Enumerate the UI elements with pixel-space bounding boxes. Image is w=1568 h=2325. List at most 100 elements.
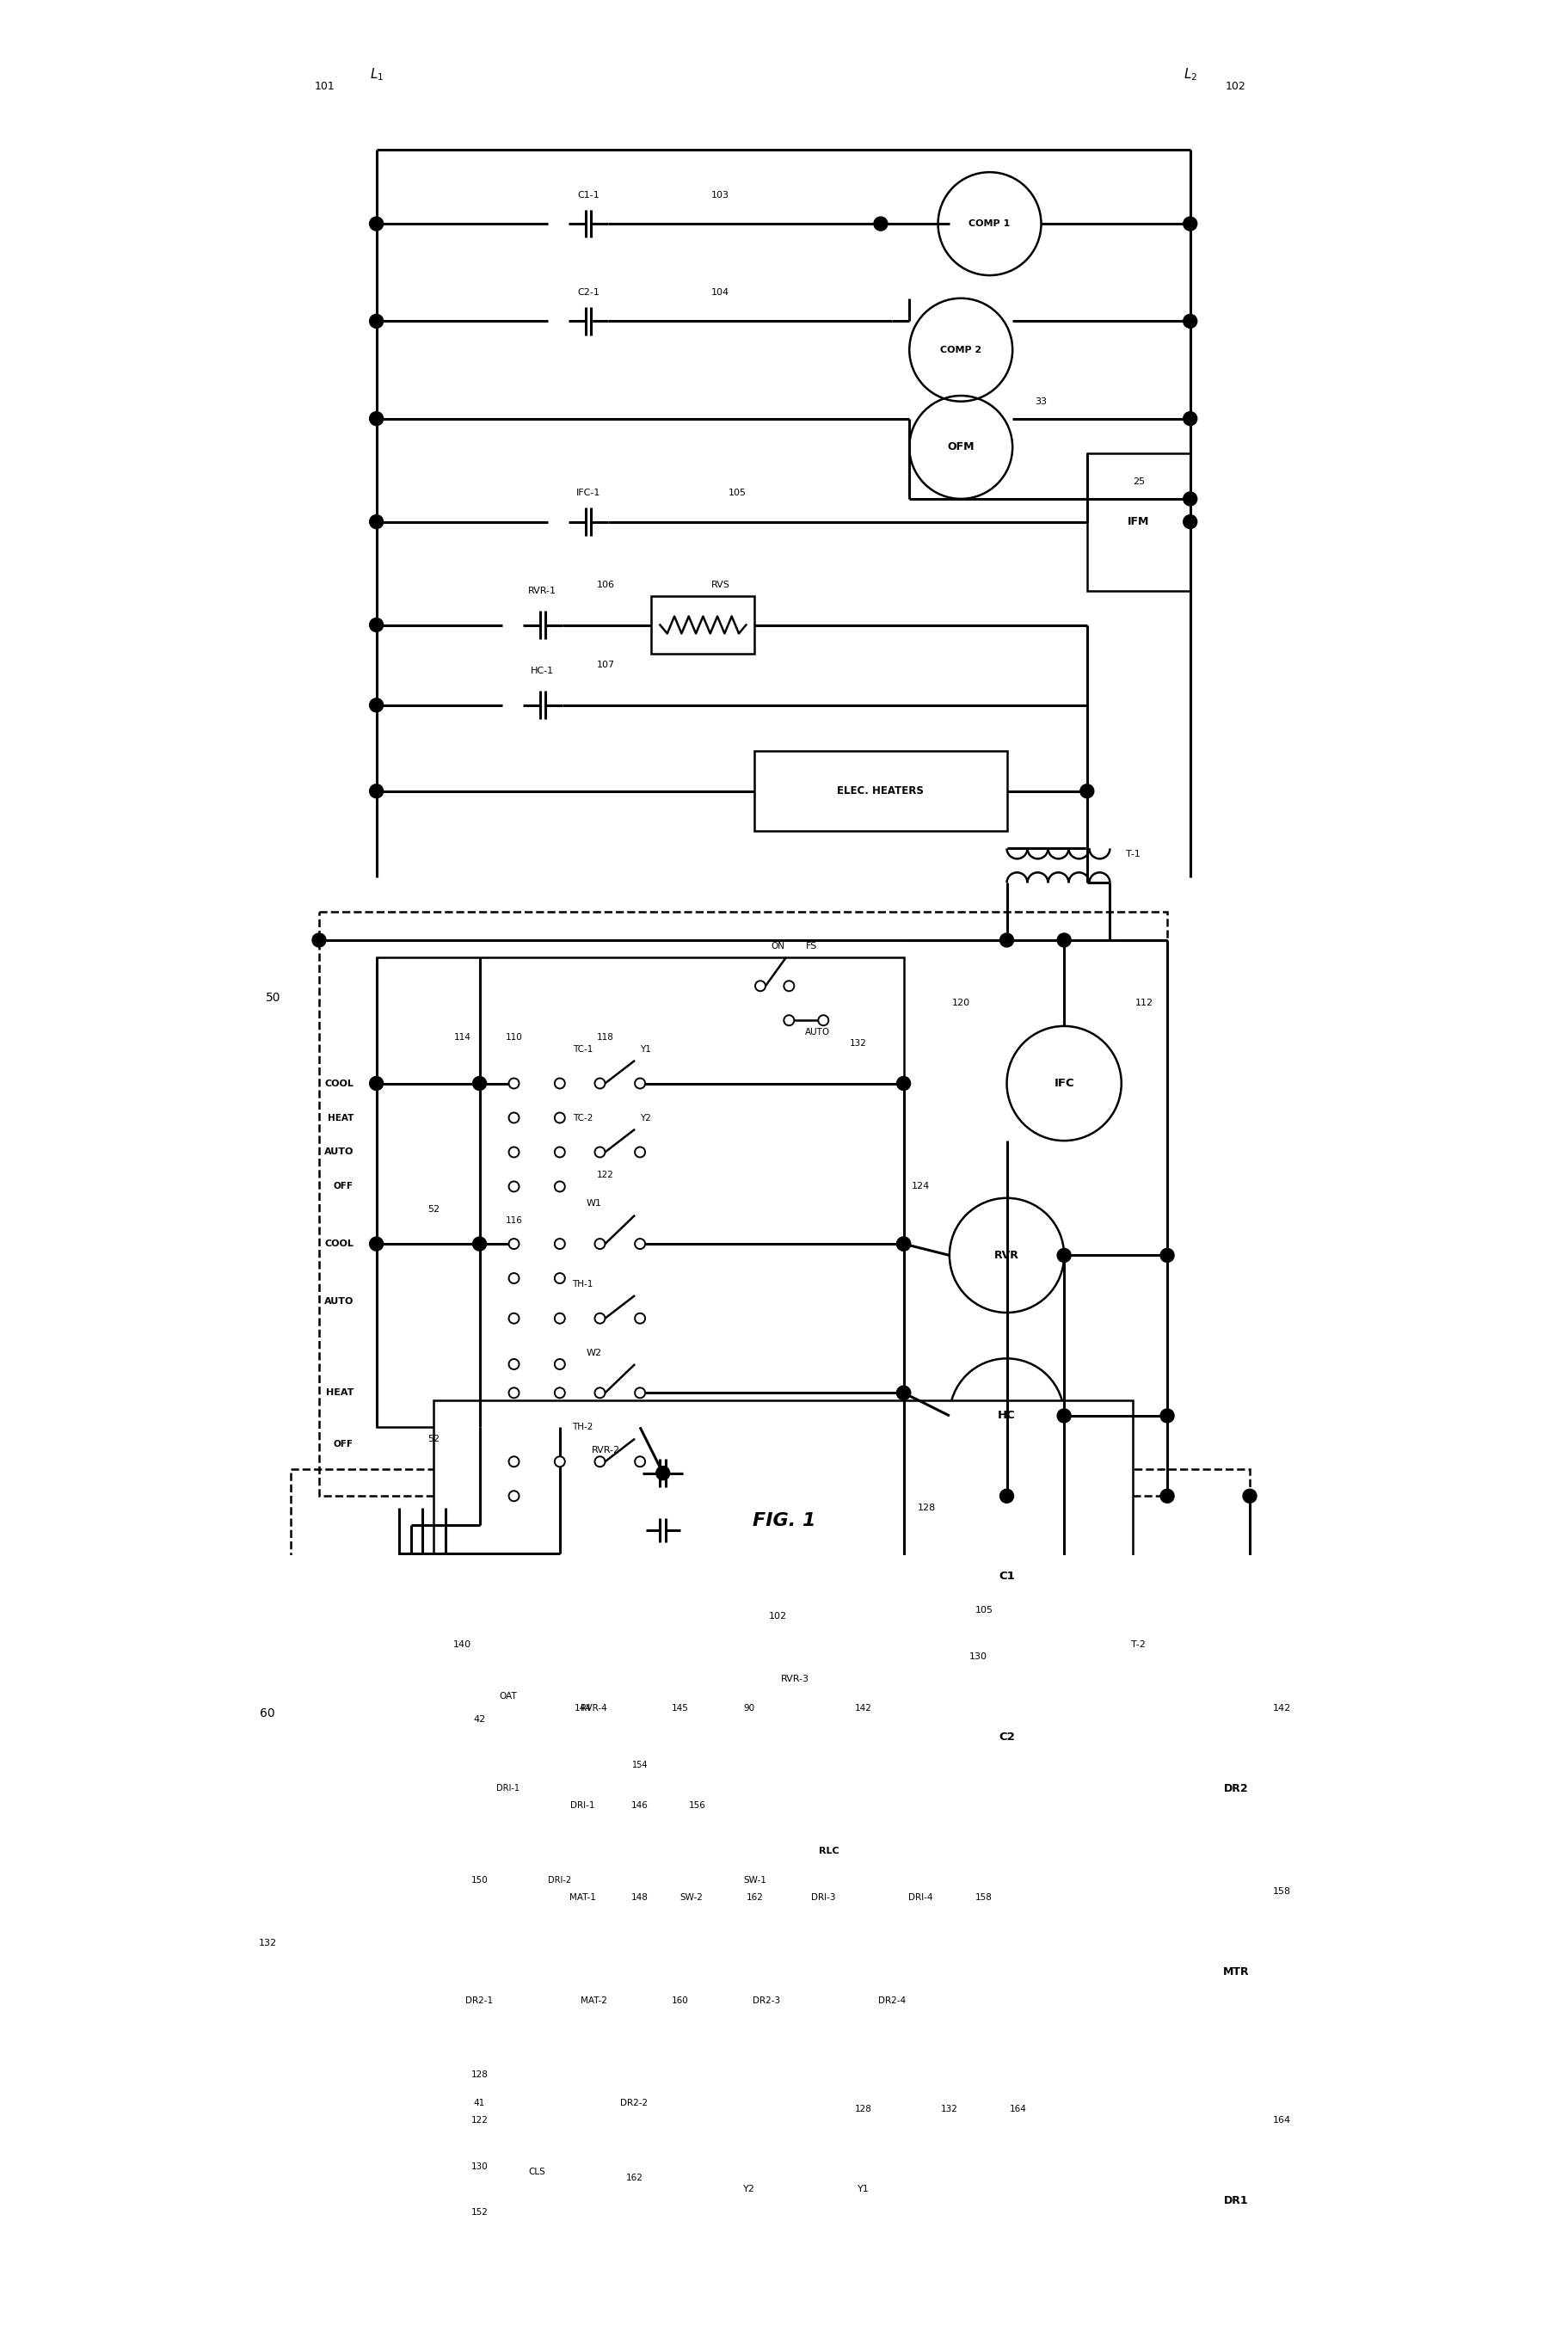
Bar (651, 595, 754, 653)
Text: 160: 160 (671, 1997, 688, 2004)
Text: DRI-1: DRI-1 (571, 1802, 594, 1809)
Text: Y2: Y2 (640, 1114, 651, 1123)
Text: 145: 145 (671, 1704, 688, 1711)
Text: 152: 152 (470, 2209, 488, 2216)
Text: 158: 158 (1272, 1888, 1290, 1895)
Text: 150: 150 (470, 1876, 488, 1883)
Circle shape (370, 314, 383, 328)
Circle shape (370, 1604, 383, 1618)
Text: 142: 142 (1272, 1704, 1290, 1711)
Circle shape (555, 1181, 564, 1193)
Text: OFF: OFF (334, 1181, 353, 1190)
Text: SW-2: SW-2 (679, 1893, 702, 1902)
Circle shape (655, 1467, 670, 1481)
Circle shape (472, 1076, 486, 1090)
Text: MTR: MTR (1221, 1967, 1248, 1976)
Circle shape (1182, 514, 1196, 528)
Text: DR2-1: DR2-1 (466, 1997, 492, 2004)
Text: OFM: OFM (947, 442, 974, 453)
Text: C1: C1 (999, 1572, 1014, 1581)
Text: IFM: IFM (1127, 516, 1149, 528)
Circle shape (426, 1930, 441, 1944)
Text: DR2-2: DR2-2 (619, 2099, 648, 2109)
Text: 90: 90 (743, 1704, 754, 1711)
Text: 140: 140 (453, 1641, 472, 1648)
Text: RVS: RVS (710, 581, 729, 588)
Circle shape (1182, 216, 1196, 230)
Text: FIG. 1: FIG. 1 (753, 1511, 815, 1530)
Text: Y2: Y2 (743, 2186, 754, 2195)
Circle shape (1242, 1488, 1256, 1502)
Circle shape (370, 1237, 383, 1251)
Text: ON: ON (770, 942, 784, 951)
Circle shape (715, 1841, 724, 1851)
Circle shape (486, 2139, 495, 2148)
Text: DRI-3: DRI-3 (811, 1893, 836, 1902)
Circle shape (426, 2137, 441, 2151)
Circle shape (1196, 1604, 1210, 1618)
Text: 156: 156 (688, 1802, 706, 1809)
Circle shape (754, 981, 765, 990)
Text: RLC: RLC (818, 1846, 839, 1855)
Text: 50: 50 (265, 990, 281, 1004)
Bar (754, 751, 1007, 832)
Polygon shape (778, 1811, 804, 1846)
Text: TH-2: TH-2 (572, 1423, 593, 1432)
Circle shape (426, 2034, 441, 2048)
Circle shape (1160, 1249, 1173, 1262)
Circle shape (635, 1146, 644, 1158)
Text: 105: 105 (728, 488, 746, 498)
Circle shape (472, 1237, 486, 1251)
Circle shape (1057, 1249, 1071, 1262)
Text: 101: 101 (315, 81, 336, 91)
Circle shape (999, 1488, 1013, 1502)
Text: 130: 130 (969, 1653, 986, 1660)
Text: RVR-4: RVR-4 (580, 1704, 607, 1711)
Circle shape (555, 1455, 564, 1467)
Circle shape (1160, 1569, 1173, 1583)
Text: 128: 128 (470, 2072, 488, 2079)
Circle shape (873, 216, 887, 230)
Circle shape (525, 1748, 536, 1760)
Text: DR2-3: DR2-3 (753, 1997, 779, 2004)
Circle shape (508, 1114, 519, 1123)
Circle shape (1126, 1839, 1138, 1853)
Circle shape (1160, 1488, 1173, 1502)
Circle shape (1126, 2034, 1138, 2048)
Text: 33: 33 (1035, 398, 1046, 405)
Text: 162: 162 (626, 2174, 643, 2183)
Circle shape (1057, 1409, 1071, 1423)
Circle shape (370, 514, 383, 528)
Circle shape (525, 2139, 536, 2148)
Circle shape (897, 1237, 909, 1251)
Bar (1087, 453, 1190, 591)
Circle shape (555, 1314, 564, 1323)
Bar (376, 958, 903, 1428)
Text: 112: 112 (1135, 1000, 1152, 1007)
Circle shape (1126, 1746, 1138, 1760)
Circle shape (1057, 932, 1071, 946)
Text: 132: 132 (259, 1939, 276, 1948)
Circle shape (508, 1181, 519, 1193)
Bar (290, 1469, 1250, 1600)
Text: COOL: COOL (325, 1239, 353, 1249)
Circle shape (486, 1748, 495, 1760)
Text: 130: 130 (470, 2162, 488, 2172)
Text: DRI-2: DRI-2 (547, 1876, 571, 1883)
Text: 102: 102 (1225, 81, 1245, 91)
Circle shape (508, 1274, 519, 1283)
Circle shape (508, 1455, 519, 1467)
Circle shape (720, 2139, 731, 2148)
Circle shape (508, 1388, 519, 1397)
Text: SW-1: SW-1 (743, 1876, 765, 1883)
Text: RVR-1: RVR-1 (528, 586, 557, 595)
Circle shape (635, 1388, 644, 1397)
Circle shape (784, 1016, 793, 1025)
Text: 148: 148 (632, 1893, 648, 1902)
Text: DRI-4: DRI-4 (908, 1893, 933, 1902)
Circle shape (426, 1746, 441, 1760)
Text: 106: 106 (596, 581, 615, 588)
Text: RVR-3: RVR-3 (781, 1674, 809, 1683)
Text: $L_1$: $L_1$ (368, 67, 383, 84)
Circle shape (594, 1314, 605, 1323)
